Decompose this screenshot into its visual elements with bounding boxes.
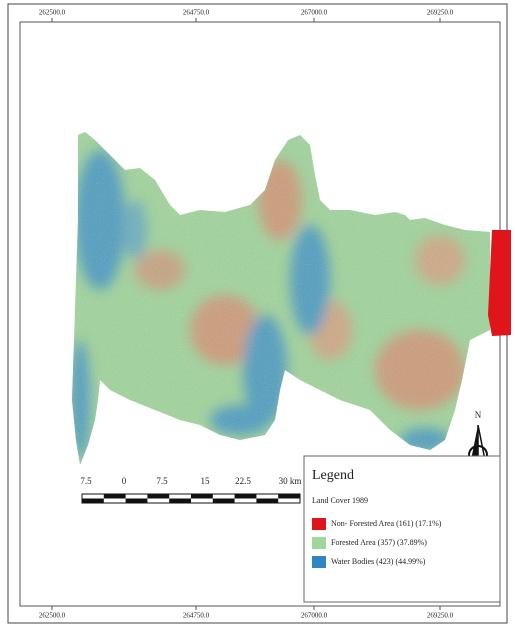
scale-label: 7.5 [156,476,168,486]
legend-item-label: Non- Forested Area (161) (17.1%) [331,519,442,528]
bottom-coordinate-label: 262500.0 [39,612,66,620]
bottom-coordinate-label: 264750.0 [183,612,210,620]
non-forested-patch [488,230,511,336]
scale-segment [235,494,257,499]
scale-segment [104,494,126,499]
scale-segment [147,494,169,499]
scale-segment [256,499,278,504]
bottom-coordinate-label: 269250.0 [427,612,454,620]
legend-item-label: Water Bodies (423) (44.99%) [331,557,426,566]
legend-subtitle: Land Cover 1989 [312,496,368,505]
legend-swatch [312,556,326,568]
scale-segment [169,499,191,504]
scale-segment [126,499,148,504]
top-coordinate-label: 267000.0 [301,9,328,17]
top-coordinate-label: 264750.0 [183,9,210,17]
scale-label: 0 [122,476,127,486]
legend: Legend Land Cover 1989 Non- Forested Are… [304,456,500,602]
scale-segment [82,499,104,504]
scale-label: 22.5 [235,476,251,486]
top-coordinate-label: 269250.0 [427,9,454,17]
scale-segment [278,494,300,499]
legend-title: Legend [312,468,354,483]
legend-swatch [312,537,326,549]
bottom-coordinate-label: 267000.0 [301,612,328,620]
legend-item-label: Forested Area (357) (37.89%) [331,538,427,547]
scale-segment [191,494,213,499]
north-label: N [475,410,482,420]
top-coordinate-label: 262500.0 [39,9,66,17]
map-layout: 262500.0 264750.0 267000.0 269250.0 262500.0… [0,0,515,627]
scale-label: 15 [201,476,211,486]
legend-swatch [312,518,326,530]
scale-label: 7.5 [80,476,92,486]
scale-segment [213,499,235,504]
scale-label: 30 km [279,476,302,486]
